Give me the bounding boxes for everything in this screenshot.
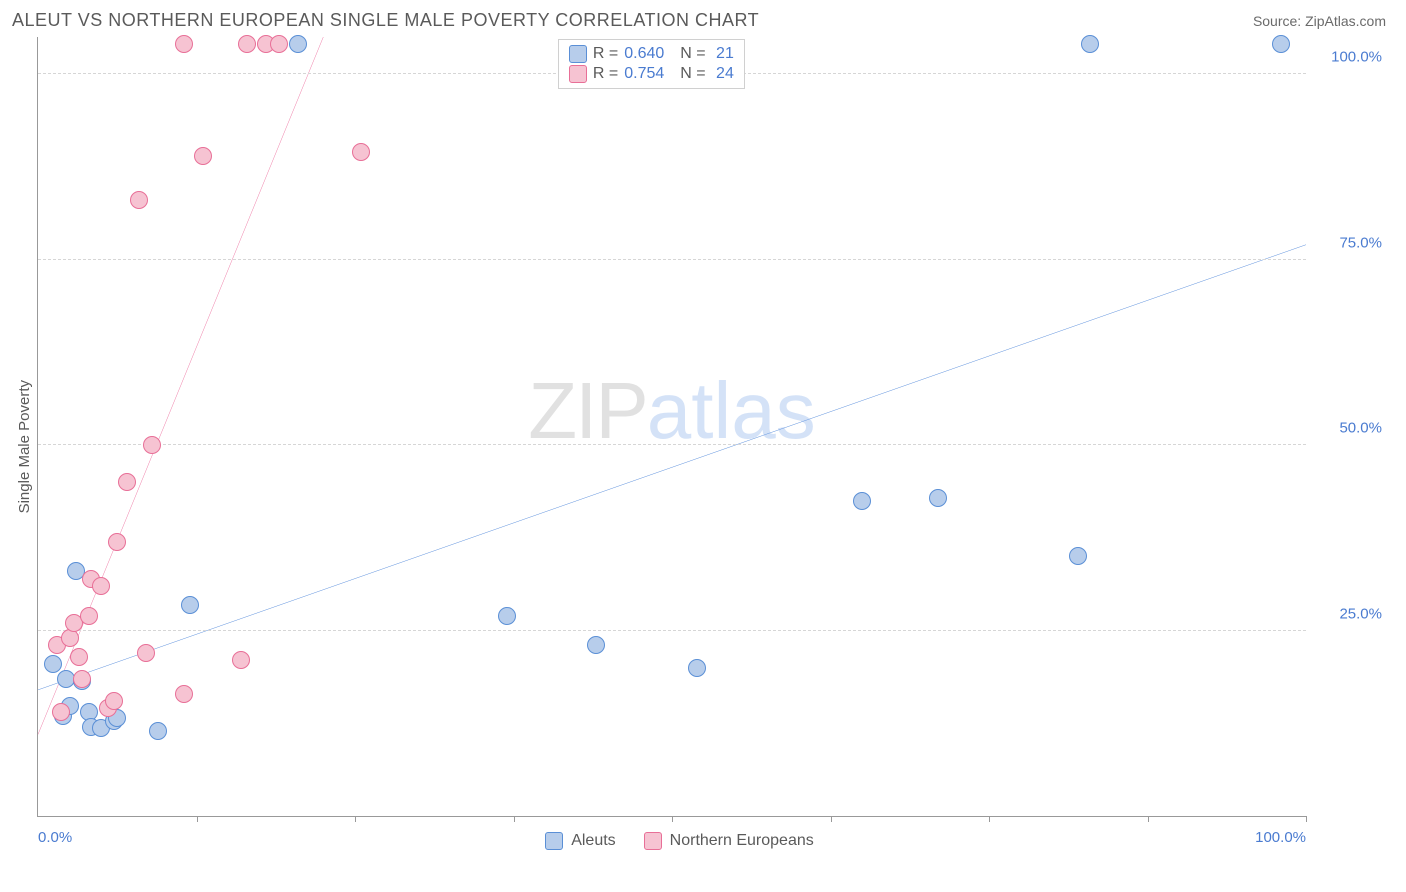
data-point: [1081, 35, 1099, 53]
data-point: [587, 636, 605, 654]
data-point: [105, 692, 123, 710]
legend-swatch: [569, 45, 587, 63]
data-point: [270, 35, 288, 53]
x-tick-mark: [1306, 816, 1307, 822]
watermark-zip: ZIP: [528, 366, 646, 455]
y-tick-label: 50.0%: [1339, 420, 1382, 437]
x-tick-mark: [197, 816, 198, 822]
x-tick-mark: [989, 816, 990, 822]
data-point: [289, 35, 307, 53]
data-point: [929, 489, 947, 507]
data-point: [44, 655, 62, 673]
x-tick-mark: [514, 816, 515, 822]
chart-header: ALEUT VS NORTHERN EUROPEAN SINGLE MALE P…: [0, 0, 1406, 37]
data-point: [57, 670, 75, 688]
legend-n-label: N =: [680, 65, 705, 83]
data-point: [194, 147, 212, 165]
legend-r-value: 0.754: [624, 65, 664, 83]
correlation-legend: R = 0.640 N = 21 R = 0.754 N = 24: [558, 39, 745, 89]
x-tick-mark: [672, 816, 673, 822]
gridline: [38, 259, 1306, 260]
legend-item: Aleuts: [545, 832, 615, 850]
chart-title: ALEUT VS NORTHERN EUROPEAN SINGLE MALE P…: [12, 10, 759, 31]
legend-r-value: 0.640: [624, 45, 664, 63]
x-tick-mark: [355, 816, 356, 822]
x-tick-label: 0.0%: [38, 829, 72, 846]
data-point: [137, 644, 155, 662]
data-point: [498, 607, 516, 625]
data-point: [181, 596, 199, 614]
legend-series-label: Northern Europeans: [670, 832, 814, 850]
gridline: [38, 444, 1306, 445]
x-tick-label: 100.0%: [1255, 829, 1306, 846]
data-point: [1272, 35, 1290, 53]
y-tick-label: 75.0%: [1339, 234, 1382, 251]
x-tick-mark: [831, 816, 832, 822]
y-tick-label: 100.0%: [1331, 49, 1382, 66]
data-point: [1069, 547, 1087, 565]
y-axis-label: Single Male Poverty: [12, 380, 37, 513]
data-point: [149, 722, 167, 740]
data-point: [688, 659, 706, 677]
legend-r-label: R =: [593, 65, 618, 83]
watermark-atlas: atlas: [647, 366, 816, 455]
trend-lines: [38, 37, 1306, 816]
data-point: [52, 703, 70, 721]
series-legend: Aleuts Northern Europeans: [545, 832, 814, 850]
legend-swatch: [545, 832, 563, 850]
data-point: [80, 607, 98, 625]
legend-item: Northern Europeans: [644, 832, 814, 850]
gridline: [38, 630, 1306, 631]
source-attribution: Source: ZipAtlas.com: [1253, 13, 1386, 29]
legend-series-label: Aleuts: [571, 832, 615, 850]
legend-n-value: 21: [712, 45, 734, 63]
legend-swatch: [569, 65, 587, 83]
x-tick-mark: [1148, 816, 1149, 822]
chart-container: Single Male Poverty ZIPatlas R = 0.640 N =…: [12, 37, 1386, 857]
legend-swatch: [644, 832, 662, 850]
legend-row: R = 0.754 N = 24: [569, 64, 734, 84]
legend-n-label: N =: [680, 45, 705, 63]
y-tick-label: 25.0%: [1339, 605, 1382, 622]
data-point: [352, 143, 370, 161]
data-point: [175, 685, 193, 703]
legend-n-value: 24: [712, 65, 734, 83]
data-point: [232, 651, 250, 669]
data-point: [238, 35, 256, 53]
data-point: [92, 577, 110, 595]
data-point: [130, 191, 148, 209]
data-point: [143, 436, 161, 454]
data-point: [108, 533, 126, 551]
data-point: [70, 648, 88, 666]
data-point: [73, 670, 91, 688]
legend-row: R = 0.640 N = 21: [569, 44, 734, 64]
legend-r-label: R =: [593, 45, 618, 63]
scatter-plot-area: ZIPatlas R =0.640N = 21R =0.754N = 24 Al…: [37, 37, 1306, 817]
data-point: [853, 492, 871, 510]
trend-line: [38, 245, 1306, 690]
data-point: [118, 473, 136, 491]
data-point: [175, 35, 193, 53]
